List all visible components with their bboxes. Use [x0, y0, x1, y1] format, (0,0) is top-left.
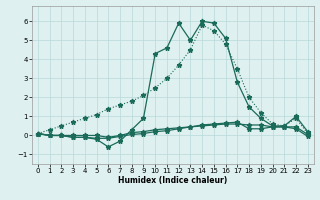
X-axis label: Humidex (Indice chaleur): Humidex (Indice chaleur): [118, 176, 228, 185]
